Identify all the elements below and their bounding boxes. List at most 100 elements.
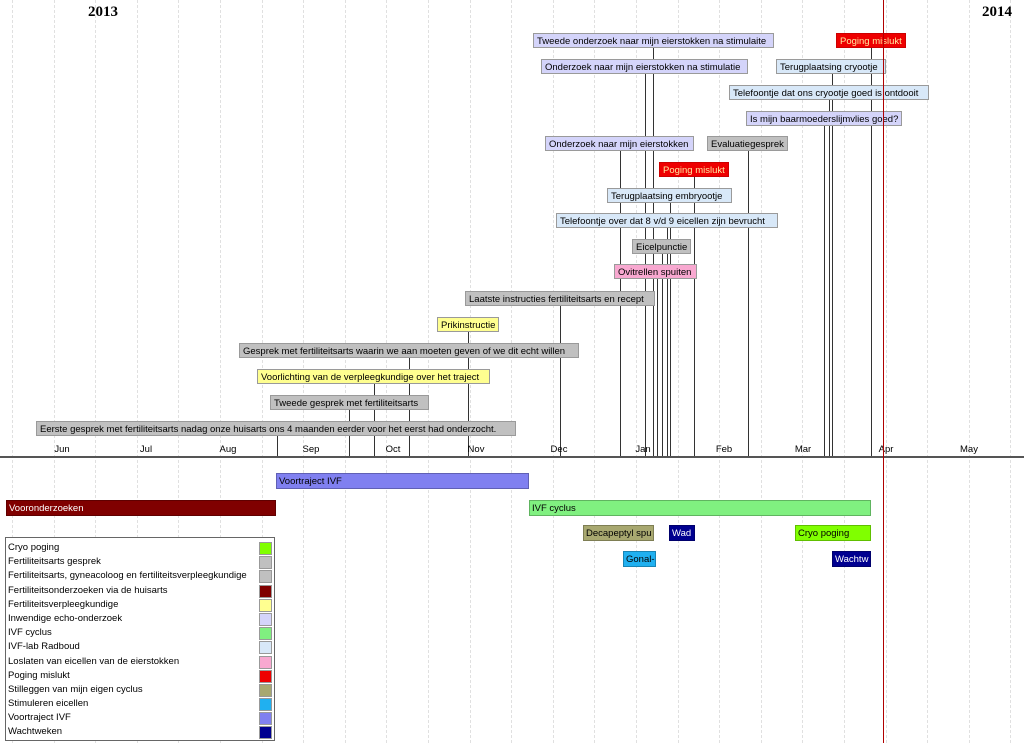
legend-item: Loslaten van eicellen van de eierstokken: [8, 655, 274, 669]
legend-label: IVF-lab Radboud: [8, 641, 80, 653]
today-marker: [883, 0, 884, 743]
legend-swatch: [259, 570, 272, 584]
event-connector: [829, 100, 830, 456]
legend-label: Wachtweken: [8, 726, 63, 738]
legend-item: Wachtweken: [8, 725, 274, 740]
month-label: Feb: [715, 444, 733, 455]
event-connector: [374, 384, 375, 456]
event-connector: [468, 332, 469, 456]
gridline: [95, 0, 97, 743]
event-label[interactable]: Eerste gesprek met fertiliteitsarts nada…: [36, 421, 516, 436]
legend-label: Fertiliteitsonderzoeken via de huisarts: [8, 584, 168, 596]
event-connector: [670, 203, 671, 456]
event-label[interactable]: Terugplaatsing embryootje: [607, 188, 732, 203]
event-label[interactable]: Ovitrellen spuiten: [614, 264, 697, 279]
legend-item: Inwendige echo-onderzoek: [8, 612, 274, 626]
period-bar[interactable]: Wad: [669, 525, 695, 541]
legend-swatch: [259, 726, 272, 740]
event-connector: [657, 279, 658, 456]
month-label: Jan: [635, 444, 651, 455]
legend-swatch: [259, 712, 272, 726]
event-label[interactable]: Gesprek met fertiliteitsarts waarin we a…: [239, 343, 579, 358]
legend-label: Voortraject IVF: [8, 712, 71, 724]
year-label-2013: 2013: [88, 4, 118, 20]
event-connector: [824, 126, 825, 456]
legend-swatch: [259, 542, 272, 555]
timeline-axis: [0, 456, 1024, 458]
legend-label: Fertiliteitsarts gesprek: [8, 556, 101, 568]
event-connector: [748, 151, 749, 456]
month-label: Sep: [302, 444, 320, 455]
legend-item: IVF-lab Radboud: [8, 640, 274, 655]
period-bar[interactable]: Decapeptyl spu: [583, 525, 654, 541]
legend-swatch: [259, 683, 272, 697]
legend-item: Poging mislukt: [8, 669, 274, 683]
month-label: Dec: [550, 444, 568, 455]
year-label-2014: 2014: [982, 4, 1012, 20]
gridline: [719, 0, 721, 743]
period-bar[interactable]: Vooronderzoeken: [6, 500, 276, 516]
event-label[interactable]: Laatste instructies fertiliteitsarts en …: [465, 291, 655, 306]
event-connector: [662, 254, 663, 456]
event-label[interactable]: Onderzoek naar mijn eierstokken na stimu…: [541, 59, 748, 74]
legend-item: Fertiliteitsonderzoeken via de huisarts: [8, 584, 274, 598]
legend-label: IVF cyclus: [8, 627, 52, 639]
period-bar[interactable]: Gonal-: [623, 551, 656, 567]
gridline: [968, 0, 970, 743]
legend-label: Cryo poging: [8, 542, 60, 553]
period-bar[interactable]: Wachtw: [832, 551, 871, 567]
period-bar[interactable]: IVF cyclus: [529, 500, 871, 516]
legend-swatch: [259, 612, 272, 626]
legend-swatch: [259, 584, 272, 598]
event-label[interactable]: Poging mislukt: [836, 33, 906, 48]
legend-label: Fertiliteitsarts, gyneacoloog en fertili…: [8, 570, 247, 582]
event-label[interactable]: Poging mislukt: [659, 162, 729, 177]
month-label: Jul: [139, 444, 153, 455]
legend-swatch: [259, 556, 272, 570]
month-label: May: [960, 444, 978, 455]
event-label[interactable]: Tweede gesprek met fertiliteitsarts: [270, 395, 429, 410]
event-connector: [832, 74, 833, 456]
event-label[interactable]: Is mijn baarmoederslijmvlies goed?: [746, 111, 903, 126]
month-label: Aug: [219, 444, 237, 455]
event-connector: [694, 177, 695, 456]
legend-item: Cryo poging: [8, 541, 274, 555]
legend-item: Stimuleren eicellen: [8, 697, 274, 712]
legend: Cryo poging Fertiliteitsarts gesprek Ferti…: [5, 537, 275, 741]
legend-label: Stilleggen van mijn eigen cyclus: [8, 683, 143, 695]
event-label[interactable]: Terugplaatsing cryootje: [776, 59, 886, 74]
period-bar[interactable]: Voortraject IVF: [276, 473, 529, 489]
event-label[interactable]: Eicelpunctie: [632, 239, 692, 254]
event-label[interactable]: Voorlichting van de verpleegkundige over…: [257, 369, 490, 384]
legend-label: Stimuleren eicellen: [8, 698, 89, 710]
legend-swatch: [259, 698, 272, 712]
event-label[interactable]: Tweede onderzoek naar mijn eierstokken n…: [533, 33, 774, 48]
event-connector: [667, 228, 668, 456]
gridline: [12, 0, 13, 743]
gridline: [178, 0, 180, 743]
gridline: [1010, 0, 1012, 743]
event-label[interactable]: Prikinstructie: [437, 317, 500, 332]
legend-item: Fertiliteitsarts gesprek: [8, 555, 274, 570]
gridline: [220, 0, 221, 743]
legend-label: Inwendige echo-onderzoek: [8, 612, 123, 624]
legend-label: Loslaten van eicellen van de eierstokken: [8, 655, 180, 667]
event-label[interactable]: Telefoontje over dat 8 v/d 9 eicellen zi…: [556, 213, 778, 228]
gridline: [552, 0, 554, 743]
gridline: [136, 0, 138, 743]
legend-swatch: [259, 598, 272, 612]
legend-swatch: [259, 641, 272, 655]
event-label[interactable]: Telefoontje dat ons cryootje goed is ont…: [729, 85, 929, 100]
gridline: [53, 0, 55, 743]
legend-label: Fertiliteitsverpleegkundige: [8, 598, 119, 610]
month-label: Apr: [878, 444, 894, 455]
gridline: [844, 0, 845, 743]
event-label[interactable]: Onderzoek naar mijn eierstokken: [545, 136, 694, 151]
month-label: Nov: [467, 444, 485, 455]
legend-swatch: [259, 669, 272, 683]
legend-item: Voortraject IVF: [8, 711, 274, 726]
month-label: Oct: [385, 444, 401, 455]
period-bar[interactable]: Cryo poging: [795, 525, 871, 541]
legend-item: Stilleggen van mijn eigen cyclus: [8, 683, 274, 697]
event-label[interactable]: Evaluatiegesprek: [707, 136, 788, 151]
